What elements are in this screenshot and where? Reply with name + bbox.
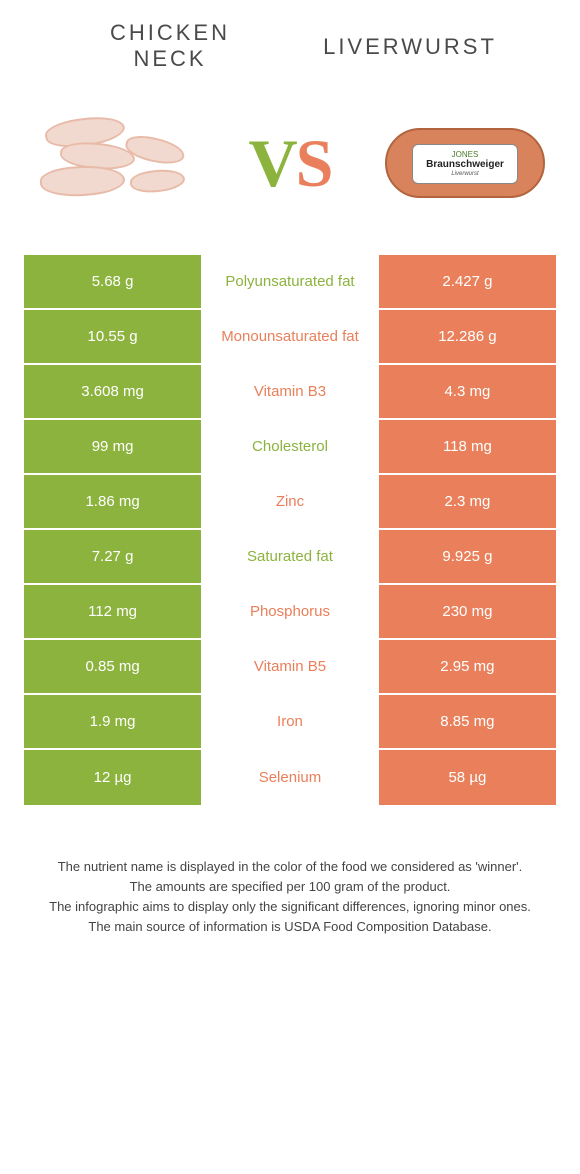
value-left: 99 mg bbox=[24, 420, 201, 473]
value-right: 2.427 g bbox=[379, 255, 556, 308]
value-right: 9.925 g bbox=[379, 530, 556, 583]
footer-line: The main source of information is USDA F… bbox=[40, 917, 540, 937]
value-right: 4.3 mg bbox=[379, 365, 556, 418]
liverwurst-name: Braunschweiger bbox=[426, 159, 504, 171]
table-row: 1.9 mgIron8.85 mg bbox=[24, 695, 556, 750]
value-left: 5.68 g bbox=[24, 255, 201, 308]
images-row: VS JONES Braunschweiger Liverwurst bbox=[0, 83, 580, 253]
chicken-neck-illustration bbox=[35, 108, 195, 218]
nutrient-label: Polyunsaturated fat bbox=[201, 255, 379, 308]
nutrient-label: Vitamin B5 bbox=[201, 640, 379, 693]
nutrient-label: Cholesterol bbox=[201, 420, 379, 473]
nutrient-label: Zinc bbox=[201, 475, 379, 528]
table-row: 5.68 gPolyunsaturated fat2.427 g bbox=[24, 255, 556, 310]
vs-s: S bbox=[296, 129, 332, 197]
value-left: 0.85 mg bbox=[24, 640, 201, 693]
food-left-image bbox=[30, 103, 200, 223]
liverwurst-brand: JONES bbox=[452, 151, 479, 159]
value-right: 8.85 mg bbox=[379, 695, 556, 748]
value-right: 2.95 mg bbox=[379, 640, 556, 693]
table-row: 10.55 gMonounsaturated fat12.286 g bbox=[24, 310, 556, 365]
table-row: 3.608 mgVitamin B34.3 mg bbox=[24, 365, 556, 420]
table-row: 99 mgCholesterol118 mg bbox=[24, 420, 556, 475]
nutrient-label: Selenium bbox=[201, 750, 379, 805]
value-left: 3.608 mg bbox=[24, 365, 201, 418]
value-left: 112 mg bbox=[24, 585, 201, 638]
value-left: 1.86 mg bbox=[24, 475, 201, 528]
header: CHICKEN NECK LIVERWURST bbox=[0, 0, 580, 83]
table-row: 0.85 mgVitamin B52.95 mg bbox=[24, 640, 556, 695]
food-right-title: LIVERWURST bbox=[290, 34, 530, 60]
nutrient-label: Vitamin B3 bbox=[201, 365, 379, 418]
footer-notes: The nutrient name is displayed in the co… bbox=[0, 807, 580, 938]
footer-line: The nutrient name is displayed in the co… bbox=[40, 857, 540, 877]
nutrient-label: Saturated fat bbox=[201, 530, 379, 583]
value-right: 12.286 g bbox=[379, 310, 556, 363]
footer-line: The infographic aims to display only the… bbox=[40, 897, 540, 917]
value-left: 7.27 g bbox=[24, 530, 201, 583]
nutrient-label: Monounsaturated fat bbox=[201, 310, 379, 363]
footer-line: The amounts are specified per 100 gram o… bbox=[40, 877, 540, 897]
liverwurst-sub: Liverwurst bbox=[451, 171, 478, 177]
title-left: CHICKEN NECK bbox=[50, 20, 290, 73]
value-left: 12 µg bbox=[24, 750, 201, 805]
table-row: 112 mgPhosphorus230 mg bbox=[24, 585, 556, 640]
value-left: 10.55 g bbox=[24, 310, 201, 363]
food-right-image: JONES Braunschweiger Liverwurst bbox=[380, 103, 550, 223]
vs-label: VS bbox=[249, 129, 332, 197]
value-left: 1.9 mg bbox=[24, 695, 201, 748]
value-right: 58 µg bbox=[379, 750, 556, 805]
nutrient-label: Phosphorus bbox=[201, 585, 379, 638]
value-right: 2.3 mg bbox=[379, 475, 556, 528]
nutrient-label: Iron bbox=[201, 695, 379, 748]
comparison-table: 5.68 gPolyunsaturated fat2.427 g10.55 gM… bbox=[22, 253, 558, 807]
value-right: 230 mg bbox=[379, 585, 556, 638]
food-left-title: CHICKEN NECK bbox=[50, 20, 290, 73]
table-row: 1.86 mgZinc2.3 mg bbox=[24, 475, 556, 530]
title-right: LIVERWURST bbox=[290, 20, 530, 73]
value-right: 118 mg bbox=[379, 420, 556, 473]
liverwurst-package-label: JONES Braunschweiger Liverwurst bbox=[412, 144, 518, 184]
table-row: 12 µgSelenium58 µg bbox=[24, 750, 556, 805]
vs-v: V bbox=[249, 129, 296, 197]
table-row: 7.27 gSaturated fat9.925 g bbox=[24, 530, 556, 585]
liverwurst-illustration: JONES Braunschweiger Liverwurst bbox=[385, 128, 545, 198]
